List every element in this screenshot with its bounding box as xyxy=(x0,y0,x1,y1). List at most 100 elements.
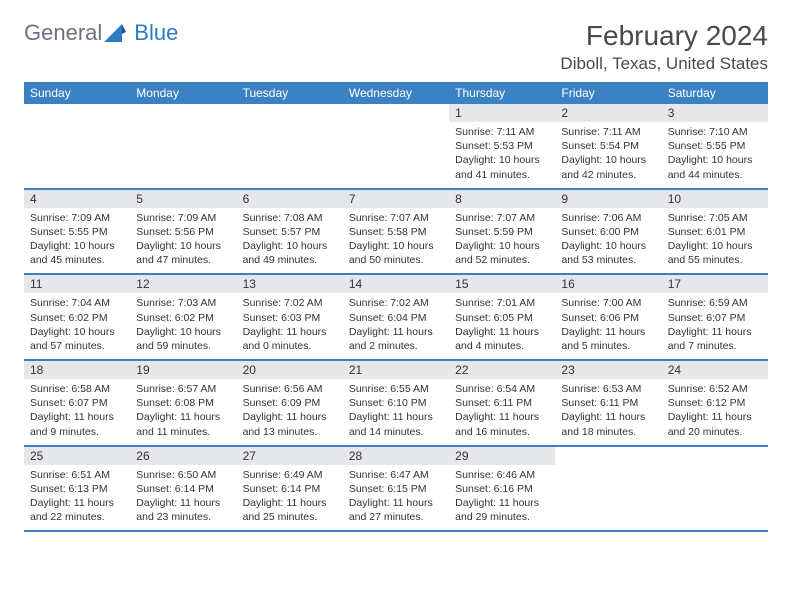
week-row: 18Sunrise: 6:58 AMSunset: 6:07 PMDayligh… xyxy=(24,361,768,447)
day-info: Sunrise: 7:09 AMSunset: 5:55 PMDaylight:… xyxy=(24,208,130,274)
day-cell: 24Sunrise: 6:52 AMSunset: 6:12 PMDayligh… xyxy=(662,361,768,445)
day-number: 10 xyxy=(662,190,768,208)
day-cell: 6Sunrise: 7:08 AMSunset: 5:57 PMDaylight… xyxy=(237,190,343,274)
day-cell xyxy=(662,447,768,531)
day-cell: 8Sunrise: 7:07 AMSunset: 5:59 PMDaylight… xyxy=(449,190,555,274)
day-header-cell: Tuesday xyxy=(237,82,343,104)
day-number xyxy=(555,447,661,465)
day-number: 15 xyxy=(449,275,555,293)
day-number: 4 xyxy=(24,190,130,208)
day-cell xyxy=(24,104,130,188)
day-info: Sunrise: 7:02 AMSunset: 6:04 PMDaylight:… xyxy=(343,293,449,359)
day-cell: 16Sunrise: 7:00 AMSunset: 6:06 PMDayligh… xyxy=(555,275,661,359)
day-info: Sunrise: 6:57 AMSunset: 6:08 PMDaylight:… xyxy=(130,379,236,445)
day-cell: 5Sunrise: 7:09 AMSunset: 5:56 PMDaylight… xyxy=(130,190,236,274)
day-number: 2 xyxy=(555,104,661,122)
day-cell: 20Sunrise: 6:56 AMSunset: 6:09 PMDayligh… xyxy=(237,361,343,445)
day-cell: 4Sunrise: 7:09 AMSunset: 5:55 PMDaylight… xyxy=(24,190,130,274)
day-number xyxy=(24,104,130,122)
day-cell xyxy=(343,104,449,188)
day-number: 24 xyxy=(662,361,768,379)
day-info: Sunrise: 7:07 AMSunset: 5:59 PMDaylight:… xyxy=(449,208,555,274)
week-row: 1Sunrise: 7:11 AMSunset: 5:53 PMDaylight… xyxy=(24,104,768,190)
day-info: Sunrise: 6:56 AMSunset: 6:09 PMDaylight:… xyxy=(237,379,343,445)
day-info: Sunrise: 6:50 AMSunset: 6:14 PMDaylight:… xyxy=(130,465,236,531)
day-number: 5 xyxy=(130,190,236,208)
day-cell: 12Sunrise: 7:03 AMSunset: 6:02 PMDayligh… xyxy=(130,275,236,359)
day-info: Sunrise: 7:11 AMSunset: 5:53 PMDaylight:… xyxy=(449,122,555,188)
logo-text-gray: General xyxy=(24,20,102,46)
day-cell: 10Sunrise: 7:05 AMSunset: 6:01 PMDayligh… xyxy=(662,190,768,274)
day-number: 21 xyxy=(343,361,449,379)
day-info: Sunrise: 6:54 AMSunset: 6:11 PMDaylight:… xyxy=(449,379,555,445)
day-cell: 19Sunrise: 6:57 AMSunset: 6:08 PMDayligh… xyxy=(130,361,236,445)
day-cell xyxy=(237,104,343,188)
day-number xyxy=(662,447,768,465)
day-cell: 25Sunrise: 6:51 AMSunset: 6:13 PMDayligh… xyxy=(24,447,130,531)
day-number: 3 xyxy=(662,104,768,122)
day-info: Sunrise: 7:07 AMSunset: 5:58 PMDaylight:… xyxy=(343,208,449,274)
day-info: Sunrise: 7:00 AMSunset: 6:06 PMDaylight:… xyxy=(555,293,661,359)
day-number: 29 xyxy=(449,447,555,465)
day-number: 9 xyxy=(555,190,661,208)
day-number: 8 xyxy=(449,190,555,208)
day-info: Sunrise: 6:59 AMSunset: 6:07 PMDaylight:… xyxy=(662,293,768,359)
day-cell: 2Sunrise: 7:11 AMSunset: 5:54 PMDaylight… xyxy=(555,104,661,188)
day-info: Sunrise: 6:58 AMSunset: 6:07 PMDaylight:… xyxy=(24,379,130,445)
day-number: 26 xyxy=(130,447,236,465)
day-cell: 13Sunrise: 7:02 AMSunset: 6:03 PMDayligh… xyxy=(237,275,343,359)
day-info: Sunrise: 6:51 AMSunset: 6:13 PMDaylight:… xyxy=(24,465,130,531)
week-row: 4Sunrise: 7:09 AMSunset: 5:55 PMDaylight… xyxy=(24,190,768,276)
day-cell xyxy=(130,104,236,188)
day-info: Sunrise: 6:46 AMSunset: 6:16 PMDaylight:… xyxy=(449,465,555,531)
day-info: Sunrise: 7:03 AMSunset: 6:02 PMDaylight:… xyxy=(130,293,236,359)
header: General Blue February 2024 Diboll, Texas… xyxy=(0,0,792,82)
day-cell: 18Sunrise: 6:58 AMSunset: 6:07 PMDayligh… xyxy=(24,361,130,445)
day-cell xyxy=(555,447,661,531)
day-number: 12 xyxy=(130,275,236,293)
day-header-row: SundayMondayTuesdayWednesdayThursdayFrid… xyxy=(24,82,768,104)
day-number: 28 xyxy=(343,447,449,465)
day-info: Sunrise: 7:10 AMSunset: 5:55 PMDaylight:… xyxy=(662,122,768,188)
day-header-cell: Saturday xyxy=(662,82,768,104)
day-cell: 1Sunrise: 7:11 AMSunset: 5:53 PMDaylight… xyxy=(449,104,555,188)
day-number: 20 xyxy=(237,361,343,379)
logo-triangle-icon xyxy=(104,24,126,42)
week-row: 11Sunrise: 7:04 AMSunset: 6:02 PMDayligh… xyxy=(24,275,768,361)
day-number: 18 xyxy=(24,361,130,379)
day-cell: 27Sunrise: 6:49 AMSunset: 6:14 PMDayligh… xyxy=(237,447,343,531)
day-info: Sunrise: 7:09 AMSunset: 5:56 PMDaylight:… xyxy=(130,208,236,274)
day-info: Sunrise: 7:08 AMSunset: 5:57 PMDaylight:… xyxy=(237,208,343,274)
day-cell: 11Sunrise: 7:04 AMSunset: 6:02 PMDayligh… xyxy=(24,275,130,359)
title-block: February 2024 Diboll, Texas, United Stat… xyxy=(560,20,768,74)
day-number xyxy=(343,104,449,122)
day-number: 17 xyxy=(662,275,768,293)
day-number: 22 xyxy=(449,361,555,379)
day-number: 27 xyxy=(237,447,343,465)
day-cell: 14Sunrise: 7:02 AMSunset: 6:04 PMDayligh… xyxy=(343,275,449,359)
day-info: Sunrise: 6:47 AMSunset: 6:15 PMDaylight:… xyxy=(343,465,449,531)
day-number: 16 xyxy=(555,275,661,293)
day-number xyxy=(237,104,343,122)
day-cell: 21Sunrise: 6:55 AMSunset: 6:10 PMDayligh… xyxy=(343,361,449,445)
logo: General Blue xyxy=(24,20,178,46)
day-cell: 3Sunrise: 7:10 AMSunset: 5:55 PMDaylight… xyxy=(662,104,768,188)
day-number: 23 xyxy=(555,361,661,379)
logo-text-blue: Blue xyxy=(134,20,178,46)
day-cell: 15Sunrise: 7:01 AMSunset: 6:05 PMDayligh… xyxy=(449,275,555,359)
day-info: Sunrise: 6:52 AMSunset: 6:12 PMDaylight:… xyxy=(662,379,768,445)
day-number: 19 xyxy=(130,361,236,379)
day-cell: 23Sunrise: 6:53 AMSunset: 6:11 PMDayligh… xyxy=(555,361,661,445)
day-header-cell: Monday xyxy=(130,82,236,104)
day-number: 1 xyxy=(449,104,555,122)
location: Diboll, Texas, United States xyxy=(560,54,768,74)
calendar: SundayMondayTuesdayWednesdayThursdayFrid… xyxy=(0,82,792,532)
day-header-cell: Thursday xyxy=(449,82,555,104)
day-info: Sunrise: 6:55 AMSunset: 6:10 PMDaylight:… xyxy=(343,379,449,445)
day-number: 14 xyxy=(343,275,449,293)
day-cell: 29Sunrise: 6:46 AMSunset: 6:16 PMDayligh… xyxy=(449,447,555,531)
day-info: Sunrise: 6:49 AMSunset: 6:14 PMDaylight:… xyxy=(237,465,343,531)
day-info: Sunrise: 7:11 AMSunset: 5:54 PMDaylight:… xyxy=(555,122,661,188)
day-cell: 28Sunrise: 6:47 AMSunset: 6:15 PMDayligh… xyxy=(343,447,449,531)
day-number: 7 xyxy=(343,190,449,208)
